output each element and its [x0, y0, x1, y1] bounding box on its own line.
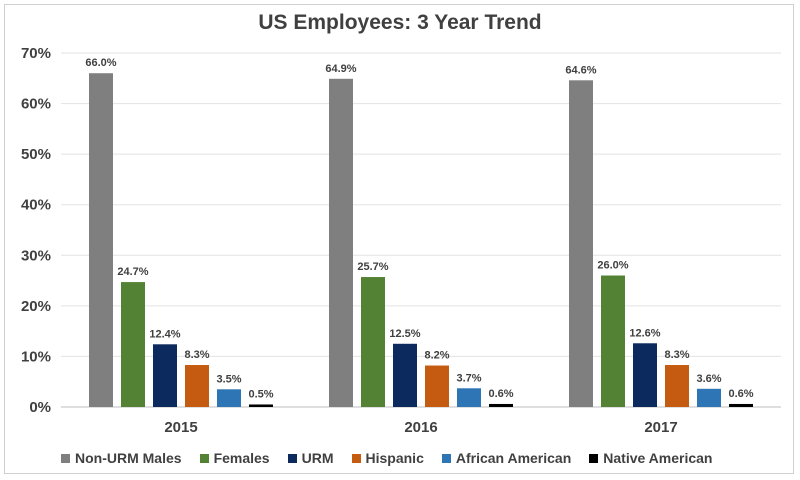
legend-label: African American	[455, 450, 572, 466]
bar	[489, 403, 513, 407]
legend-item: African American	[441, 450, 572, 466]
legend-swatch	[441, 453, 451, 463]
bar	[729, 403, 753, 407]
legend-label: URM	[301, 450, 334, 466]
data-label: 24.7%	[117, 266, 148, 278]
chart-title: US Employees: 3 Year Trend	[258, 11, 542, 34]
legend-item: Native American	[589, 450, 712, 466]
legend-label: Females	[213, 450, 270, 466]
chart-legend: Non-URM Males Females URM Hispanic African A…	[61, 450, 712, 466]
data-label: 8.3%	[184, 349, 209, 361]
bar	[633, 343, 657, 407]
data-label: 12.4%	[149, 328, 180, 340]
y-tick-label: 0%	[29, 399, 51, 416]
bar	[153, 344, 177, 407]
data-label: 12.6%	[629, 327, 660, 339]
data-label: 8.3%	[664, 349, 689, 361]
legend-swatch	[61, 453, 70, 463]
bar	[425, 365, 449, 407]
legend-swatch	[199, 453, 209, 463]
legend-label: Hispanic	[365, 450, 424, 466]
data-label: 3.7%	[456, 372, 481, 384]
x-category-label: 2016	[404, 419, 437, 436]
legend-item: URM	[287, 450, 334, 466]
data-label: 64.6%	[565, 64, 596, 76]
bar	[665, 365, 689, 407]
data-label: 66.0%	[85, 57, 116, 69]
bar	[569, 80, 593, 408]
legend-swatch	[287, 453, 297, 463]
bar	[361, 277, 385, 407]
data-label: 0.6%	[728, 388, 753, 400]
data-label: 3.6%	[696, 373, 721, 385]
bar	[329, 78, 353, 407]
data-label: 12.5%	[389, 328, 420, 340]
legend-item: Non-URM Males	[61, 450, 182, 466]
x-category-label: 2017	[644, 419, 677, 436]
data-label: 0.5%	[248, 388, 273, 400]
legend-item: Hispanic	[351, 450, 424, 466]
y-tick-label: 50%	[21, 146, 51, 163]
bar	[249, 404, 273, 407]
bar	[697, 388, 721, 407]
data-label: 26.0%	[597, 260, 628, 272]
legend-item: Females	[199, 450, 270, 466]
bar	[121, 282, 145, 407]
y-tick-label: 70%	[21, 45, 51, 62]
bar	[217, 389, 241, 407]
data-label: 3.5%	[216, 373, 241, 385]
data-label: 64.9%	[325, 63, 356, 75]
y-tick-label: 40%	[21, 197, 51, 214]
legend-swatch	[589, 453, 599, 463]
bar	[185, 365, 209, 407]
bar	[393, 343, 417, 407]
bar	[89, 73, 113, 407]
legend-label: Non-URM Males	[75, 450, 182, 466]
x-category-label: 2015	[164, 419, 197, 436]
bar	[457, 388, 481, 407]
y-tick-label: 10%	[21, 348, 51, 365]
y-tick-label: 60%	[21, 96, 51, 113]
data-label: 0.6%	[488, 388, 513, 400]
legend-swatch	[351, 453, 361, 463]
data-label: 8.2%	[424, 350, 449, 362]
chart-frame: US Employees: 3 Year Trend 0% 10% 20% 30% 40…	[4, 4, 794, 474]
y-tick-label: 30%	[21, 247, 51, 264]
bar-chart: 0% 10% 20% 30% 40% 50% 60% 70% 66.0% 24.7% 12.4% 8.…	[21, 45, 781, 436]
legend-label: Native American	[603, 450, 713, 466]
bar	[601, 275, 625, 407]
y-tick-label: 20%	[21, 298, 51, 315]
data-label: 25.7%	[357, 261, 388, 273]
